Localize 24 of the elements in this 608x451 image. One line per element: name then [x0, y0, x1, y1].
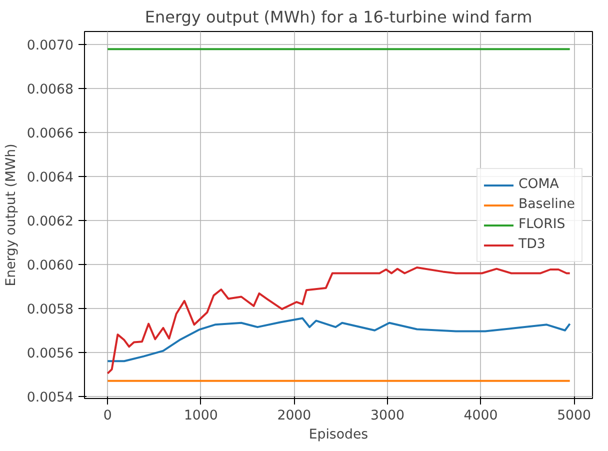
- y-axis-title: Energy output (MWh): [4, 144, 19, 286]
- y-tick-label: 0.0058: [26, 302, 74, 318]
- y-tick-label: 0.0068: [26, 82, 74, 98]
- legend-label: Baseline: [518, 197, 575, 212]
- y-tick-label: 0.0056: [26, 346, 74, 362]
- y-tick-label: 0.0054: [26, 390, 74, 406]
- x-tick-label: 2000: [277, 408, 312, 424]
- y-tick-label: 0.0070: [26, 38, 74, 54]
- x-tick-label: 1000: [184, 408, 218, 424]
- line-series: [106, 266, 571, 374]
- legend-label: FLORIS: [518, 217, 566, 232]
- x-tick-label: 3000: [370, 408, 404, 424]
- x-tick-label: 4000: [464, 408, 498, 424]
- x-axis-title: Episodes: [308, 428, 368, 442]
- y-tick-label: 0.0060: [26, 258, 74, 274]
- x-tick-label: 5000: [557, 408, 591, 424]
- legend-label: TD3: [518, 237, 546, 252]
- line-series: [106, 317, 571, 362]
- y-tick-label: 0.0066: [26, 126, 74, 142]
- legend-label: COMA: [518, 177, 559, 192]
- y-tick-label: 0.0064: [26, 170, 74, 186]
- x-tick-label: 0: [103, 408, 112, 424]
- y-tick-label: 0.0062: [26, 214, 74, 230]
- chart-title: Energy output (MWh) for a 16-turbine wind farm: [144, 8, 532, 26]
